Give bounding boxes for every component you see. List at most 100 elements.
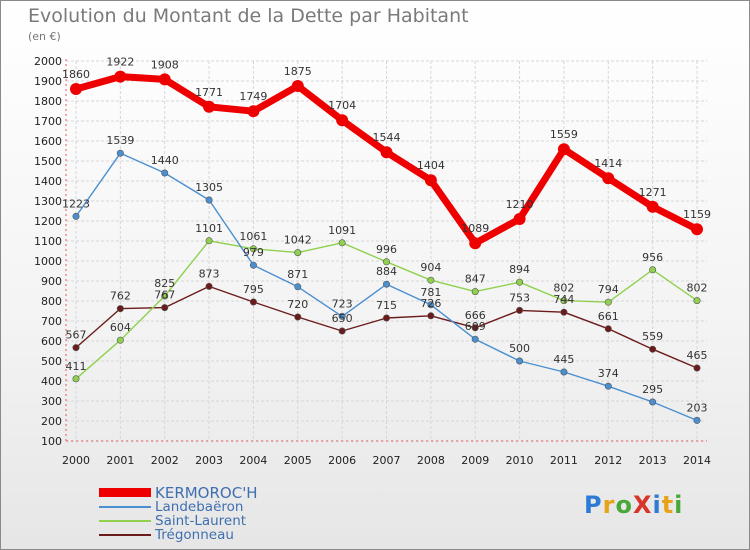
data-label: 374 <box>598 367 619 380</box>
data-point <box>72 344 80 352</box>
data-point <box>338 239 346 247</box>
data-point <box>516 306 524 314</box>
legend-label: KERMOROC'H <box>155 484 258 502</box>
series-saint-laurent <box>72 237 701 383</box>
grid-layer <box>66 60 707 442</box>
data-point <box>380 146 393 159</box>
data-point <box>471 335 479 343</box>
data-point <box>294 283 302 291</box>
data-label: 979 <box>243 246 264 259</box>
data-point <box>646 200 659 213</box>
data-point <box>161 169 169 177</box>
data-point <box>560 368 568 376</box>
data-label: 445 <box>553 353 574 366</box>
data-label: 1544 <box>373 131 401 144</box>
data-label: 609 <box>465 320 486 333</box>
data-label: 720 <box>287 298 308 311</box>
data-point <box>649 398 657 406</box>
x-tick-label: 2012 <box>594 454 622 467</box>
y-tick-label: 500 <box>41 355 62 368</box>
y-tick-label: 1100 <box>34 235 62 248</box>
data-label: 1101 <box>195 222 223 235</box>
data-point <box>158 73 171 86</box>
chart-subtitle: (en €) <box>28 30 61 43</box>
data-label: 873 <box>199 267 220 280</box>
data-point <box>294 249 302 257</box>
logo-letter: i <box>652 491 662 519</box>
data-point <box>247 105 260 118</box>
chart-title: Evolution du Montant de la Dette par Hab… <box>28 5 469 27</box>
data-label: 1559 <box>550 128 578 141</box>
data-label: 767 <box>154 289 175 302</box>
x-tick-label: 2008 <box>417 454 445 467</box>
x-tick-label: 2002 <box>151 454 179 467</box>
data-point <box>427 301 435 309</box>
data-point <box>338 327 346 335</box>
legend-swatch <box>99 520 151 522</box>
y-tick-label: 400 <box>41 375 62 388</box>
data-point <box>294 313 302 321</box>
data-point <box>203 100 216 113</box>
data-point <box>116 336 124 344</box>
data-label: 661 <box>598 310 619 323</box>
y-tick-label: 1000 <box>34 255 62 268</box>
y-tick-label: 900 <box>41 275 62 288</box>
x-tick-label: 2007 <box>373 454 401 467</box>
legend-label: Landebaëron <box>155 499 244 515</box>
data-point <box>560 308 568 316</box>
logo-letter: o <box>615 491 633 519</box>
data-label: 500 <box>509 342 530 355</box>
y-tick-label: 300 <box>41 395 62 408</box>
y-tick-label: 1900 <box>34 75 62 88</box>
data-label: 1091 <box>328 224 356 237</box>
data-label: 753 <box>509 291 530 304</box>
data-label: 723 <box>332 297 353 310</box>
data-point <box>382 258 390 266</box>
data-label: 1305 <box>195 181 223 194</box>
data-point <box>604 298 612 306</box>
data-point <box>249 245 257 253</box>
data-label: 871 <box>287 268 308 281</box>
x-tick-label: 2009 <box>461 454 489 467</box>
data-point <box>516 278 524 286</box>
data-point <box>70 83 82 95</box>
data-label: 956 <box>642 251 663 264</box>
data-label: 1159 <box>683 208 711 221</box>
legend-label: Trégonneau <box>155 527 234 543</box>
data-point <box>382 314 390 322</box>
y-tick-label: 1600 <box>34 135 62 148</box>
data-point <box>205 282 213 290</box>
data-point <box>693 297 701 305</box>
y-tick-label: 2000 <box>34 55 62 68</box>
data-point <box>382 280 390 288</box>
data-point <box>693 416 701 424</box>
logo-letter: t <box>661 491 675 519</box>
data-label: 1860 <box>62 68 90 81</box>
data-point <box>72 212 80 220</box>
data-point <box>336 114 349 127</box>
data-label: 604 <box>110 321 131 334</box>
x-tick-label: 2001 <box>106 454 134 467</box>
series-kermoroc-h <box>70 70 703 250</box>
data-point <box>513 213 526 225</box>
data-point <box>72 375 80 383</box>
series-layer <box>70 70 703 424</box>
series-landeba-ron <box>72 149 701 424</box>
data-label: 1875 <box>284 65 312 78</box>
y-tick-label: 1700 <box>34 115 62 128</box>
data-label: 1042 <box>284 234 312 247</box>
data-point <box>469 237 482 250</box>
data-point <box>338 312 346 320</box>
data-point <box>604 382 612 390</box>
data-label: 744 <box>553 293 574 306</box>
data-point <box>604 325 612 333</box>
x-tick-label: 2010 <box>506 454 534 467</box>
legend-swatch <box>99 506 151 508</box>
y-tick-label: 1200 <box>34 215 62 228</box>
y-tick-label: 1400 <box>34 175 62 188</box>
data-label-layer: 567 762 767 873 795 720 650 715 726 666 753 744 661 5… <box>62 56 711 415</box>
data-label: 726 <box>420 297 441 310</box>
y-tick-label: 1500 <box>34 155 62 168</box>
